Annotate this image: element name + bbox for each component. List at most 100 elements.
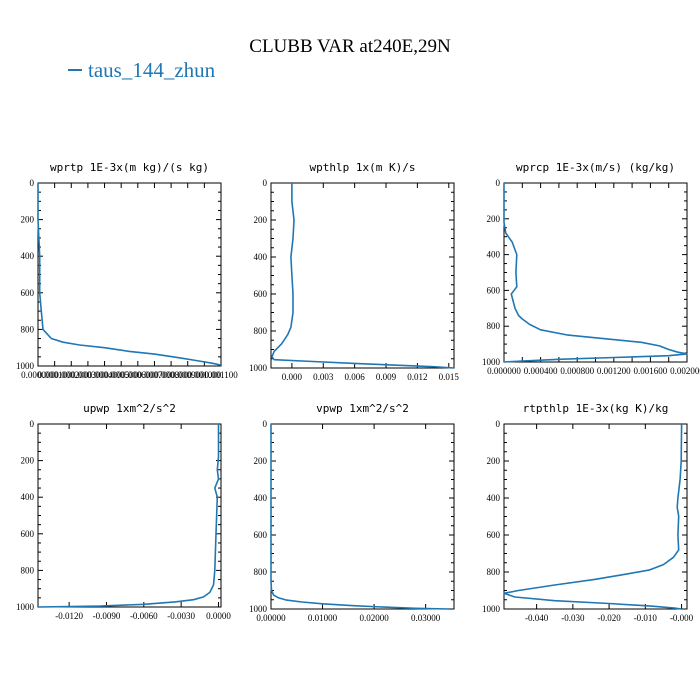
y-tick-label: 600 <box>487 530 501 540</box>
y-tick-label: 200 <box>21 215 35 225</box>
x-tick-label: -0.040 <box>525 613 549 623</box>
x-tick-label: 0.000100 <box>38 370 72 380</box>
series-line <box>503 423 683 610</box>
x-tick-label: 0.000900 <box>171 370 205 380</box>
y-tick-label: 800 <box>487 567 501 577</box>
y-tick-label: 0 <box>263 178 268 188</box>
y-tick-label: 800 <box>254 326 268 336</box>
x-tick-label: 0.02000 <box>359 613 389 623</box>
y-tick-label: 1000 <box>249 604 268 614</box>
x-tick-label: 0.000000 <box>21 370 55 380</box>
x-tick-label: 0.001600 <box>634 366 668 376</box>
y-tick-label: 0 <box>263 419 268 429</box>
y-tick-label: 0 <box>30 419 35 429</box>
y-tick-label: 400 <box>487 250 501 260</box>
panel-title: wprcp 1E-3x(m/s) (kg/kg) <box>516 161 675 174</box>
x-tick-label: 0.000300 <box>71 370 105 380</box>
panel-2: wpthlp 1x(m K)/s 0 200 400 600 800 1000 0.000 0.… <box>249 161 459 382</box>
panel-1: wprtp 1E-3x(m kg)/(s kg) 0 200 400 600 800 100… <box>16 161 238 380</box>
panel-4: upwp 1xm^2/s^2 0 200 400 600 800 1000 -0.0120 -0… <box>16 402 231 621</box>
y-tick-label: 1000 <box>249 363 268 373</box>
y-tick-label: 1000 <box>16 361 35 371</box>
y-tick-label: 1000 <box>16 602 35 612</box>
x-tick-label: 0.000000 <box>487 366 521 376</box>
y-tick-label: 400 <box>21 251 35 261</box>
x-tick-label: -0.0120 <box>55 611 83 621</box>
y-tick-label: 200 <box>487 214 501 224</box>
y-tick-label: 600 <box>254 289 268 299</box>
panel-title: wpthlp 1x(m K)/s <box>310 161 416 174</box>
series-line <box>37 424 220 608</box>
x-tick-label: 0.001200 <box>597 366 631 376</box>
legend-line-swatch <box>68 69 82 72</box>
y-tick-label: 1000 <box>482 357 501 367</box>
y-tick-label: 200 <box>487 456 501 466</box>
plot-frame <box>503 423 688 610</box>
y-tick-label: 0 <box>30 178 35 188</box>
x-tick-label: -0.010 <box>634 613 658 623</box>
plot-frame <box>37 423 222 608</box>
series-line <box>271 183 455 369</box>
x-tick-label: -0.0030 <box>167 611 195 621</box>
y-tick-label: 800 <box>254 567 268 577</box>
panel-3: wprcp 1E-3x(m/s) (kg/kg) 0 200 400 600 800 100… <box>482 161 700 376</box>
legend-label: taus_144_zhun <box>88 58 216 82</box>
x-tick-label: 0.003 <box>313 372 334 382</box>
panel-title: vpwp 1xm^2/s^2 <box>316 402 409 415</box>
x-tick-label: 0.012 <box>407 372 427 382</box>
y-tick-label: 400 <box>254 252 268 262</box>
y-tick-label: 800 <box>21 565 35 575</box>
x-tick-label: -0.030 <box>561 613 585 623</box>
x-tick-label: 0.03000 <box>411 613 441 623</box>
x-tick-label: -0.020 <box>597 613 621 623</box>
y-tick-label: 0 <box>496 419 501 429</box>
y-tick-label: 800 <box>487 321 501 331</box>
y-tick-label: 600 <box>254 530 268 540</box>
figure-title: CLUBB VAR at240E,29N <box>249 36 451 57</box>
y-tick-label: 600 <box>21 529 35 539</box>
panel-6: rtpthlp 1E-3x(kg K)/kg 0 200 400 600 800 1000 -… <box>482 402 694 623</box>
plot-frame <box>270 182 455 369</box>
y-tick-label: 1000 <box>482 604 501 614</box>
panel-title: wprtp 1E-3x(m kg)/(s kg) <box>50 161 209 174</box>
y-tick-label: 400 <box>254 493 268 503</box>
y-tick-label: 200 <box>254 456 268 466</box>
y-tick-label: 600 <box>21 288 35 298</box>
plot-frame <box>503 182 688 363</box>
series-line <box>37 183 222 366</box>
x-tick-label: 0.000400 <box>88 370 122 380</box>
x-tick-label: 0.000800 <box>560 366 594 376</box>
x-tick-label: 0.000800 <box>154 370 188 380</box>
y-tick-label: 200 <box>254 215 268 225</box>
legend: taus_144_zhun <box>68 58 215 83</box>
x-tick-label: -0.000 <box>670 613 694 623</box>
x-tick-label: -0.0060 <box>130 611 158 621</box>
y-tick-label: 600 <box>487 285 501 295</box>
panel-title: upwp 1xm^2/s^2 <box>83 402 176 415</box>
x-tick-label: 0.009 <box>376 372 397 382</box>
x-tick-label: 0.001100 <box>204 370 238 380</box>
x-tick-label: 0.006 <box>345 372 366 382</box>
x-tick-label: 0.000600 <box>121 370 155 380</box>
x-tick-label: 0.01000 <box>308 613 338 623</box>
y-tick-label: 0 <box>496 178 501 188</box>
x-tick-label: 0.000400 <box>524 366 558 376</box>
x-tick-label: 0.0000 <box>206 611 231 621</box>
y-tick-label: 400 <box>487 493 501 503</box>
plot-frame <box>37 182 222 367</box>
x-tick-label: 0.015 <box>439 372 460 382</box>
y-tick-label: 800 <box>21 324 35 334</box>
x-tick-label: -0.0090 <box>93 611 121 621</box>
panel-title: rtpthlp 1E-3x(kg K)/kg <box>523 402 669 415</box>
plot-frame <box>270 423 455 610</box>
series-line <box>270 424 449 610</box>
x-tick-label: 0.000700 <box>138 370 172 380</box>
x-tick-label: 0.001000 <box>187 370 221 380</box>
x-tick-label: 0.000 <box>282 372 303 382</box>
y-tick-label: 400 <box>21 492 35 502</box>
x-tick-label: 0.000200 <box>54 370 88 380</box>
x-tick-label: 0.00000 <box>256 613 286 623</box>
